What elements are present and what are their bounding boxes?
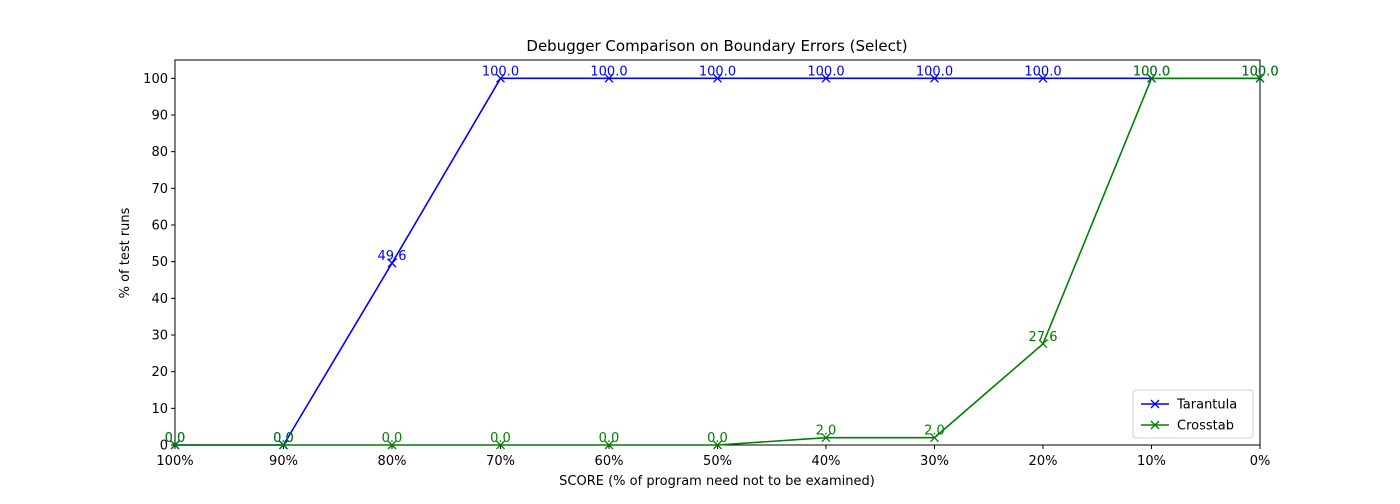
chart-title: Debugger Comparison on Boundary Errors (… [526, 37, 907, 55]
data-point-marker [1038, 73, 1048, 83]
data-point-marker [1038, 339, 1048, 349]
legend: Tarantula Crosstab [1132, 389, 1254, 439]
data-label: 49.6 [378, 249, 407, 264]
data-label: 0.0 [273, 431, 294, 446]
series-line [175, 77, 1260, 446]
y-tick-label: 30 [151, 329, 168, 344]
data-label: 0.0 [490, 431, 511, 446]
y-tick-label: 10 [151, 402, 168, 417]
x-tick-label: 70% [486, 454, 515, 469]
data-point-marker [713, 73, 722, 83]
data-point-marker [170, 440, 180, 450]
x-tick-label: 100% [156, 454, 193, 469]
y-tick-label: 0 [160, 439, 168, 454]
y-tick-label: 80 [151, 145, 168, 160]
y-tick-label: 70 [151, 182, 168, 197]
x-tick-label: 40% [812, 454, 841, 469]
data-label: 100.0 [699, 64, 736, 79]
legend-box [1132, 389, 1254, 439]
data-point-marker [496, 73, 505, 83]
data-point-marker [279, 440, 288, 450]
data-label: 2.0 [816, 424, 837, 439]
data-label: 0.0 [382, 431, 403, 446]
legend-label: Tarantula [1176, 398, 1237, 413]
data-point-marker [496, 440, 505, 450]
y-tick-label: 50 [151, 255, 168, 270]
data-label: 100.0 [1024, 64, 1061, 79]
data-label: 100.0 [1133, 64, 1170, 79]
x-tick-label: 0% [1250, 454, 1271, 469]
x-axis-label: SCORE (% of program need not to be exami… [559, 474, 875, 489]
x-tick-label: 30% [920, 454, 949, 469]
data-point-marker [821, 433, 831, 443]
data-point-marker [713, 440, 722, 450]
data-point-marker [930, 73, 939, 83]
y-tick-label: 40 [151, 292, 168, 307]
data-label: 100.0 [1241, 64, 1278, 79]
y-axis-label: % of test runs [118, 207, 133, 298]
x-tick-label: 20% [1029, 454, 1058, 469]
series-crosstab: 0.0 0.0 0.0 0.0 0.0 0.0 2.0 2.0 27.6 100.0 100.0 [165, 64, 1279, 450]
plot-area: 0 10 20 30 40 50 60 70 80 90 100 100% 90% 80% 70% 60% 50… [143, 59, 1279, 469]
data-point-marker [821, 73, 831, 83]
data-point-marker [930, 433, 939, 443]
data-label: 0.0 [165, 431, 186, 446]
data-label: 100.0 [1241, 64, 1278, 79]
series-line [175, 77, 1260, 446]
plot-frame [174, 59, 1261, 446]
legend-marker [1150, 420, 1160, 430]
data-label: 0.0 [165, 431, 186, 446]
y-tick-label: 90 [151, 109, 168, 124]
data-label: 0.0 [599, 431, 620, 446]
data-point-marker [604, 73, 614, 83]
data-point-marker [387, 258, 397, 268]
legend-label: Crosstab [1177, 419, 1234, 434]
data-label: 2.0 [924, 424, 945, 439]
data-point-marker [604, 440, 614, 450]
x-tick-label: 10% [1137, 454, 1166, 469]
x-tick-label: 80% [378, 454, 407, 469]
data-label: 27.6 [1029, 330, 1058, 345]
data-label: 100.0 [916, 64, 953, 79]
data-label: 0.0 [273, 431, 294, 446]
data-point-marker [1255, 73, 1265, 83]
legend-marker [1150, 399, 1160, 409]
series-tarantula: 0.0 0.0 49.6 100.0 100.0 100.0 100.0 100.0 100.0… [165, 64, 1279, 450]
data-point-marker [387, 440, 397, 450]
data-label: 100.0 [1133, 64, 1170, 79]
data-label: 100.0 [482, 64, 519, 79]
x-tick-label: 60% [595, 454, 624, 469]
data-label: 0.0 [707, 431, 728, 446]
x-tick-label: 90% [269, 454, 298, 469]
y-tick-label: 20 [151, 365, 168, 380]
y-tick-label: 100 [143, 72, 168, 87]
y-tick-label: 60 [151, 219, 168, 234]
data-label: 100.0 [807, 64, 844, 79]
data-label: 100.0 [590, 64, 627, 79]
data-point-marker [1147, 73, 1156, 83]
x-tick-label: 50% [703, 454, 732, 469]
